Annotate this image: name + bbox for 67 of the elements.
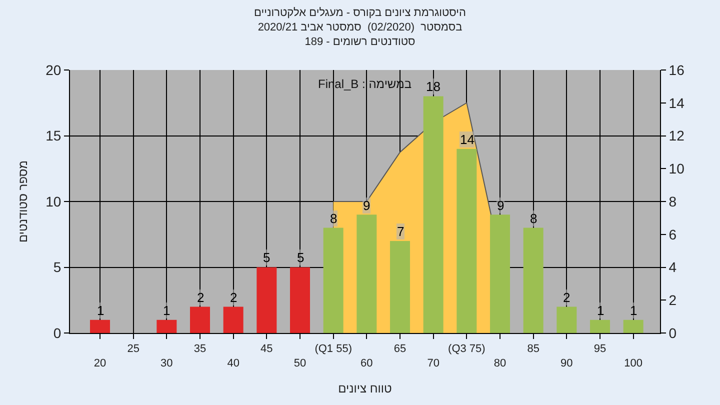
x-tick-label: 90 <box>560 358 573 370</box>
data-label: 18 <box>426 79 440 94</box>
x-tick-label: 30 <box>160 358 173 370</box>
x-tick-label: 40 <box>227 358 240 370</box>
bar <box>290 267 310 333</box>
data-label: 1 <box>597 303 604 318</box>
y2-tick-label: 10 <box>668 160 685 177</box>
y2-tick-label: 2 <box>668 292 677 308</box>
x-tick-label: 20 <box>94 358 106 370</box>
x-tick-label: 95 <box>594 343 606 356</box>
x-tick-label: 45 <box>260 343 273 356</box>
bar <box>256 267 277 333</box>
bar <box>456 148 477 333</box>
x-tick-label: 35 <box>194 343 206 356</box>
data-label: 8 <box>330 211 338 226</box>
data-label: 1 <box>630 303 638 318</box>
x-tick-label: 25 <box>127 343 140 356</box>
x-tick-label: 50 <box>294 358 306 370</box>
y2-tick-label: 0 <box>668 324 677 341</box>
y2-tick-label: 14 <box>668 94 685 111</box>
y-tick-label: 10 <box>46 193 62 210</box>
y2-tick-label: 4 <box>668 259 677 276</box>
data-label: 5 <box>297 250 304 265</box>
y-tick-label: 20 <box>46 62 62 78</box>
x-tick-label: (Q1 55) <box>314 343 352 356</box>
bar <box>356 214 377 333</box>
data-label: 14 <box>460 132 474 147</box>
x-tick-label: 60 <box>360 358 373 370</box>
y2-tick-label: 8 <box>668 193 677 210</box>
bar <box>223 306 244 333</box>
x-tick-label: 80 <box>494 358 506 370</box>
x-tick-label: (Q3 75) <box>448 343 486 356</box>
data-label: 2 <box>230 290 238 305</box>
bar <box>490 214 510 333</box>
data-label: 1 <box>163 303 170 318</box>
data-label: 7 <box>397 224 404 239</box>
chart-subtitle: בסמסטר (02/2020) סמסטר אביב 2020/21 סטודנטים רשומים - 189 <box>258 22 463 48</box>
data-label: 2 <box>197 290 204 305</box>
bar <box>156 320 177 333</box>
x-tick-label: 65 <box>394 343 406 356</box>
y2-tick-label: 16 <box>668 62 685 78</box>
data-label: 9 <box>497 198 504 213</box>
data-label: 9 <box>363 198 370 213</box>
bar <box>556 306 577 333</box>
chart-title: היסטוגרמת ציונים בקורס - מעגלים אלקטרוניים <box>254 7 466 20</box>
data-label: 5 <box>263 250 270 265</box>
x-tick-label: 100 <box>624 358 643 370</box>
y2-tick-label: 6 <box>668 226 677 242</box>
bar <box>323 228 344 333</box>
bar <box>390 240 410 333</box>
y-tick-label: 5 <box>53 259 62 276</box>
x-tick-label: 70 <box>427 358 440 370</box>
x-tick-label: 85 <box>527 343 540 356</box>
data-label: 2 <box>563 290 570 305</box>
bar <box>623 320 644 333</box>
data-label: 1 <box>97 303 104 318</box>
x-axis-title: טווח ציונים <box>338 381 392 396</box>
bar <box>190 306 210 333</box>
bar <box>523 228 544 333</box>
bar <box>90 320 110 333</box>
y-axis-title: מספר סטודנטים <box>16 160 30 243</box>
bar <box>423 96 444 333</box>
data-label: 8 <box>530 211 538 226</box>
y2-tick-label: 12 <box>668 128 685 144</box>
y-tick-label: 0 <box>53 324 62 341</box>
bar <box>590 320 610 333</box>
y-tick-label: 15 <box>46 128 62 144</box>
